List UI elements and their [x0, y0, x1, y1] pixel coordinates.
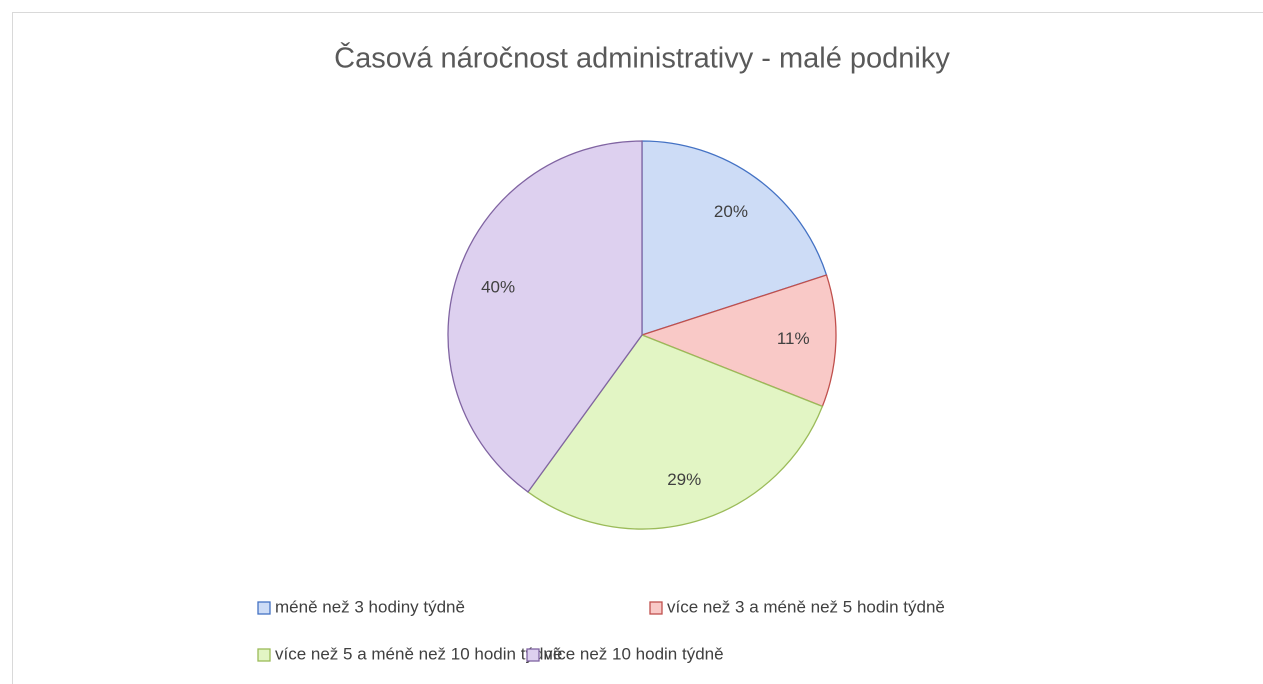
- pie-slice: [641, 140, 828, 336]
- legend-swatch: [526, 648, 540, 662]
- legend-swatch: [257, 601, 271, 615]
- pie-slice: [447, 140, 643, 493]
- data-label: 40%: [481, 278, 515, 297]
- data-label: 20%: [714, 202, 748, 221]
- chart-border: [12, 12, 1263, 684]
- data-label: 29%: [667, 470, 701, 489]
- legend-label: méně než 3 hodiny týdně: [275, 597, 465, 616]
- legend-label: více než 5 a méně než 10 hodin týdně: [275, 644, 562, 663]
- legend-swatch: [257, 648, 271, 662]
- pie-slice: [527, 334, 824, 530]
- data-label: 11%: [777, 329, 810, 348]
- legend-label: více než 3 a méně než 5 hodin týdně: [667, 597, 945, 616]
- legend-label: více než 10 hodin týdně: [544, 644, 724, 663]
- pie-slice: [640, 274, 837, 408]
- chart-title: Časová náročnost administrativy - malé p…: [334, 41, 950, 75]
- legend-swatch: [649, 601, 663, 615]
